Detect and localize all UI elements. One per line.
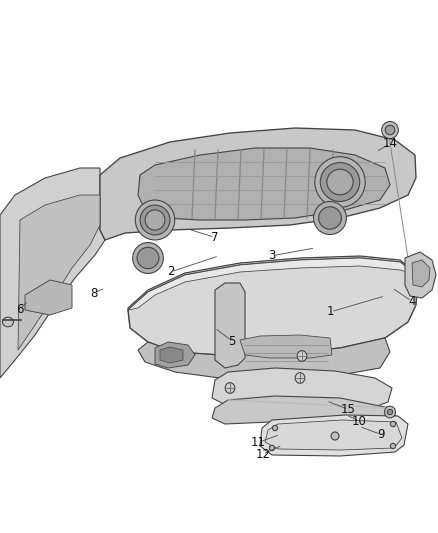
Ellipse shape — [297, 351, 307, 361]
Ellipse shape — [390, 443, 396, 449]
Polygon shape — [18, 195, 100, 350]
Text: 10: 10 — [352, 415, 367, 427]
Polygon shape — [138, 338, 390, 380]
Polygon shape — [128, 256, 416, 330]
Polygon shape — [212, 368, 392, 412]
Text: 11: 11 — [251, 436, 266, 449]
Text: 1: 1 — [327, 305, 335, 318]
Polygon shape — [100, 128, 416, 240]
Ellipse shape — [269, 446, 275, 451]
Ellipse shape — [314, 201, 346, 235]
Text: 14: 14 — [382, 138, 397, 150]
Ellipse shape — [390, 421, 396, 426]
Ellipse shape — [331, 432, 339, 440]
Ellipse shape — [133, 243, 163, 273]
Ellipse shape — [315, 157, 365, 207]
Ellipse shape — [318, 207, 341, 229]
Polygon shape — [405, 252, 436, 298]
Ellipse shape — [295, 373, 305, 383]
Polygon shape — [155, 342, 195, 368]
Ellipse shape — [272, 425, 278, 431]
Text: 9: 9 — [377, 428, 385, 441]
Text: 12: 12 — [255, 448, 270, 461]
Ellipse shape — [385, 406, 396, 418]
Polygon shape — [0, 168, 105, 378]
Ellipse shape — [385, 125, 395, 135]
Ellipse shape — [145, 210, 165, 230]
Polygon shape — [265, 420, 402, 450]
Polygon shape — [215, 283, 245, 368]
Polygon shape — [128, 258, 418, 355]
Ellipse shape — [140, 205, 170, 235]
Ellipse shape — [137, 247, 159, 269]
Text: 4: 4 — [408, 295, 416, 308]
Text: 2: 2 — [167, 265, 175, 278]
Polygon shape — [138, 148, 390, 220]
Polygon shape — [128, 258, 418, 310]
Ellipse shape — [3, 317, 14, 327]
Ellipse shape — [135, 200, 175, 240]
Ellipse shape — [320, 163, 360, 201]
Polygon shape — [160, 347, 183, 363]
Ellipse shape — [381, 122, 398, 139]
Polygon shape — [260, 415, 408, 456]
Polygon shape — [412, 260, 430, 287]
Text: 7: 7 — [211, 231, 219, 244]
Ellipse shape — [327, 169, 353, 195]
Polygon shape — [212, 396, 400, 430]
Text: 6: 6 — [16, 303, 24, 316]
Ellipse shape — [387, 409, 392, 415]
Text: 8: 8 — [91, 287, 98, 300]
Text: 3: 3 — [268, 249, 275, 262]
Text: 5: 5 — [229, 335, 236, 348]
Polygon shape — [25, 280, 72, 315]
Text: 15: 15 — [341, 403, 356, 416]
Polygon shape — [240, 335, 332, 358]
Ellipse shape — [225, 383, 235, 393]
